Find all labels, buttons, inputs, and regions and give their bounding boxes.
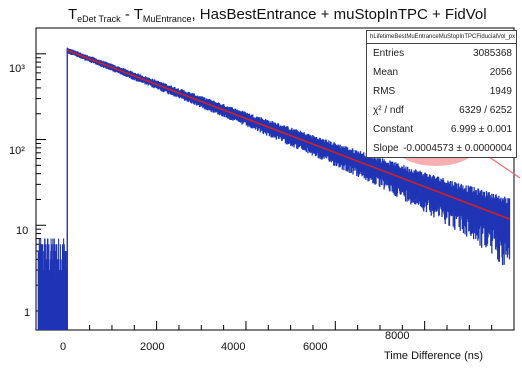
x-tick-label: 0 [60, 341, 67, 353]
stats-header: hLifetimeBestMuEntranceMuStopInTPCFiduci… [367, 31, 516, 44]
fit-line [66, 49, 510, 220]
stats-row-rms: RMS 1949 [373, 86, 512, 97]
x-tick-label: 4000 [221, 341, 246, 353]
x-tick-label: 2000 [140, 341, 165, 353]
y-tick-label: 1 [24, 307, 31, 319]
chart-title: TeDet Track - TMuEntrance, HasBestEntran… [68, 6, 487, 24]
y-tick-label: 10² [9, 145, 25, 157]
stats-row-entries: Entries 3085368 [373, 48, 512, 59]
plot-frame [35, 27, 515, 331]
x-tick-label: 6000 [303, 341, 328, 353]
stats-box: hLifetimeBestMuEntranceMuStopInTPCFiduci… [366, 30, 517, 158]
stats-row-chi2: χ² / ndf 6329 / 6252 [373, 105, 512, 116]
stats-row-mean: Mean 2056 [373, 67, 512, 78]
x-tick-label: 8000 [385, 330, 410, 342]
x-axis-label: Time Difference (ns) [384, 350, 484, 362]
stats-row-slope: Slope -0.0004573 ± 0.0000004 [373, 143, 512, 154]
y-tick-label: 10³ [9, 63, 25, 75]
y-tick-label: 10 [16, 225, 29, 237]
stats-row-constant: Constant 6.999 ± 0.001 [373, 124, 512, 135]
